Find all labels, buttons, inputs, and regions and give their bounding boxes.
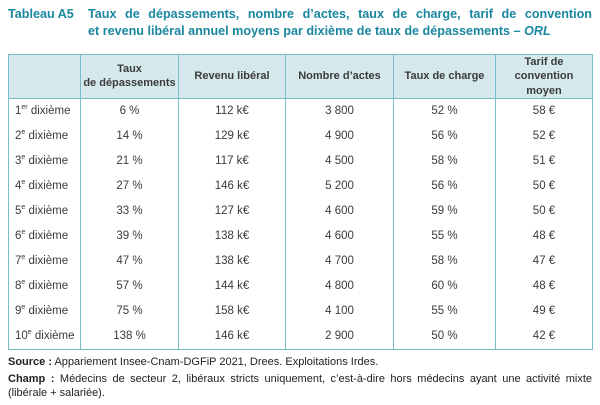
row-label: 7e dixième: [8, 248, 81, 274]
cell-r6-c1: 39 %: [80, 223, 179, 249]
cell-r9-c5: 49 €: [495, 298, 593, 324]
cell-r4-c2: 146 k€: [178, 173, 286, 199]
table-title: Tableau A5 Taux de dépassements, nombre …: [8, 6, 592, 40]
cell-r10-c5: 42 €: [495, 323, 593, 350]
cell-r1-c4: 52 %: [393, 98, 496, 124]
cell-r7-c2: 138 k€: [178, 248, 286, 274]
cell-r2-c2: 129 k€: [178, 123, 286, 149]
title-line-2: et revenu libéral annuel moyens par dixi…: [88, 24, 551, 38]
row-label: 1er dixième: [8, 98, 81, 124]
column-header-3: Nombre d’actes: [285, 54, 394, 99]
row-label: 2e dixième: [8, 123, 81, 149]
row-label: 3e dixième: [8, 148, 81, 174]
table-row-5: 5e dixième 33 % 127 k€ 4 600 59 % 50 €: [8, 198, 593, 224]
cell-r5-c4: 59 %: [393, 198, 496, 224]
column-header-2: Revenu libéral: [178, 54, 286, 99]
column-header-5: Tarif de convention moyen: [495, 54, 593, 99]
cell-r9-c1: 75 %: [80, 298, 179, 324]
cell-r9-c3: 4 100: [285, 298, 394, 324]
cell-r7-c4: 58 %: [393, 248, 496, 274]
source-note: Source : Appariement Insee-Cnam-DGFiP 20…: [8, 356, 592, 370]
column-header-4: Taux de charge: [393, 54, 496, 99]
cell-r2-c5: 52 €: [495, 123, 593, 149]
table-row-4: 4e dixième 27 % 146 k€ 5 200 56 % 50 €: [8, 173, 593, 199]
column-header-0: [8, 54, 81, 99]
table-row-6: 6e dixième 39 % 138 k€ 4 600 55 % 48 €: [8, 223, 593, 249]
row-label: 10e dixième: [8, 323, 81, 350]
cell-r8-c4: 60 %: [393, 273, 496, 299]
cell-r5-c3: 4 600: [285, 198, 394, 224]
cell-r4-c3: 5 200: [285, 173, 394, 199]
cell-r3-c4: 58 %: [393, 148, 496, 174]
cell-r4-c5: 50 €: [495, 173, 593, 199]
table-row-10: 10e dixième 138 % 146 k€ 2 900 50 % 42 €: [8, 323, 593, 350]
table-row-3: 3e dixième 21 % 117 k€ 4 500 58 % 51 €: [8, 148, 593, 174]
table-row-9: 9e dixième 75 % 158 k€ 4 100 55 % 49 €: [8, 298, 593, 324]
source-label: Source :: [8, 355, 53, 368]
cell-r6-c5: 48 €: [495, 223, 593, 249]
table-row-1: 1er dixième 6 % 112 k€ 3 800 52 % 58 €: [8, 98, 593, 124]
champ-note: Champ : Médecins de secteur 2, libéraux …: [8, 373, 592, 400]
cell-r8-c1: 57 %: [80, 273, 179, 299]
cell-r3-c5: 51 €: [495, 148, 593, 174]
cell-r1-c2: 112 k€: [178, 98, 286, 124]
cell-r5-c1: 33 %: [80, 198, 179, 224]
header-row: Taux de dépassements Revenu libéral Nombre…: [8, 54, 593, 99]
cell-r5-c2: 127 k€: [178, 198, 286, 224]
column-header-1: Taux de dépassements: [80, 54, 179, 99]
cell-r3-c1: 21 %: [80, 148, 179, 174]
row-label: 5e dixième: [8, 198, 81, 224]
title-text: Taux de dépassements, nombre d’actes, ta…: [88, 6, 592, 40]
cell-r4-c1: 27 %: [80, 173, 179, 199]
champ-label: Champ :: [8, 373, 55, 386]
table-row-7: 7e dixième 47 % 138 k€ 4 700 58 % 47 €: [8, 248, 593, 274]
row-label: 8e dixième: [8, 273, 81, 299]
cell-r6-c3: 4 600: [285, 223, 394, 249]
cell-r2-c1: 14 %: [80, 123, 179, 149]
table-row-8: 8e dixième 57 % 144 k€ 4 800 60 % 48 €: [8, 273, 593, 299]
cell-r1-c3: 3 800: [285, 98, 394, 124]
cell-r8-c5: 48 €: [495, 273, 593, 299]
footnotes: Source : Appariement Insee-Cnam-DGFiP 20…: [8, 356, 592, 401]
source-text: Appariement Insee-Cnam-DGFiP 2021, Drees…: [54, 355, 379, 368]
cell-r10-c1: 138 %: [80, 323, 179, 350]
cell-r10-c4: 50 %: [393, 323, 496, 350]
champ-text: Médecins de secteur 2, libéraux stricts …: [8, 373, 593, 399]
row-label: 6e dixième: [8, 223, 81, 249]
cell-r9-c4: 55 %: [393, 298, 496, 324]
row-label: 4e dixième: [8, 173, 81, 199]
cell-r1-c1: 6 %: [80, 98, 179, 124]
cell-r7-c3: 4 700: [285, 248, 394, 274]
table-number: Tableau A5: [8, 7, 74, 21]
cell-r8-c2: 144 k€: [178, 273, 286, 299]
cell-r10-c2: 146 k€: [178, 323, 286, 350]
cell-r5-c5: 50 €: [495, 198, 593, 224]
cell-r6-c4: 55 %: [393, 223, 496, 249]
title-line-1: Taux de dépassements, nombre d’actes, ta…: [88, 7, 592, 21]
cell-r6-c2: 138 k€: [178, 223, 286, 249]
cell-r4-c4: 56 %: [393, 173, 496, 199]
cell-r3-c2: 117 k€: [178, 148, 286, 174]
table-row-2: 2e dixième 14 % 129 k€ 4 900 56 % 52 €: [8, 123, 593, 149]
row-label: 9e dixième: [8, 298, 81, 324]
cell-r2-c3: 4 900: [285, 123, 394, 149]
cell-r9-c2: 158 k€: [178, 298, 286, 324]
title-specialty: ORL: [524, 24, 551, 38]
cell-r7-c1: 47 %: [80, 248, 179, 274]
cell-r3-c3: 4 500: [285, 148, 394, 174]
cell-r1-c5: 58 €: [495, 98, 593, 124]
data-table: Taux de dépassements Revenu libéral Nombre…: [8, 54, 593, 350]
cell-r10-c3: 2 900: [285, 323, 394, 350]
cell-r8-c3: 4 800: [285, 273, 394, 299]
cell-r2-c4: 56 %: [393, 123, 496, 149]
cell-r7-c5: 47 €: [495, 248, 593, 274]
